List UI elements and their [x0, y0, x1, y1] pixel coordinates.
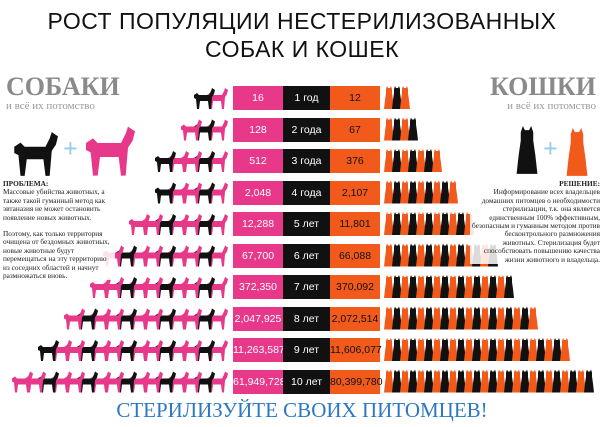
year: 5 лет — [283, 212, 330, 236]
left-subtitle: и всё их потомство — [6, 100, 95, 112]
cat-count: 11,801 — [330, 212, 380, 236]
year: 9 лет — [283, 338, 330, 362]
cat-icon — [516, 126, 538, 174]
problem: ПРОБЛЕМА: Массовые убийства животных, а … — [3, 179, 115, 281]
year: 3 года — [283, 149, 330, 173]
problem-text: Поэтому, как только территория очищена о… — [3, 229, 110, 281]
cat-icon — [528, 306, 538, 330]
cat-count: 67 — [330, 117, 380, 142]
left-title: СОБАКИ — [6, 72, 120, 101]
footer: СТЕРИЛИЗУЙТЕ СВОИХ ПИТОМЦЕВ! — [116, 398, 488, 422]
dog-count: 2,048 — [233, 180, 283, 205]
dog-icon — [86, 126, 135, 176]
problem-heading: ПРОБЛЕМА: — [3, 179, 49, 188]
cat-count: 2,107 — [330, 180, 380, 205]
year: 8 лет — [283, 306, 330, 331]
right-subtitle: и всё их потомство — [507, 100, 596, 112]
dog-count: 512 — [233, 149, 283, 173]
year: 10 лет — [283, 369, 330, 394]
cat-icon — [400, 86, 410, 109]
cat-count: 12 — [330, 86, 380, 110]
cat-count: 66,088 — [330, 243, 380, 268]
year: 1 год — [283, 86, 330, 110]
dog-count: 128 — [233, 117, 283, 142]
dog-count: 67,700 — [233, 243, 283, 268]
dog-icon — [14, 132, 58, 176]
cat-icon — [432, 149, 442, 172]
dog-count: 372,350 — [233, 275, 283, 299]
cat-icon — [560, 338, 570, 361]
dog-count: 61,949,728 — [233, 369, 286, 394]
cat-icon — [448, 180, 458, 204]
title: СОБАК И КОШЕК — [205, 36, 399, 62]
year: 6 лет — [283, 243, 330, 268]
cat-count: 376 — [330, 149, 380, 173]
cat-icon — [584, 369, 594, 393]
solution: РЕШЕНИЕ: Информирование всех владельцев … — [470, 179, 600, 265]
cat-count: 11,606,077 — [330, 338, 382, 362]
dog-count: 2,047,925 — [233, 306, 283, 331]
problem-text: Массовые убийства животных, а также тако… — [3, 187, 106, 222]
dog-count: 16 — [233, 86, 283, 110]
solution-heading: РЕШЕНИЕ: — [559, 179, 600, 188]
cat-count: 370,092 — [330, 275, 380, 299]
cat-icon — [566, 128, 588, 176]
plus: + — [63, 134, 78, 163]
year: 2 года — [283, 117, 330, 142]
dog-count: 11,263,587 — [233, 338, 285, 362]
plus: + — [543, 134, 558, 163]
title: РОСТ ПОПУЛЯЦИИ НЕСТЕРИЛИЗОВАННЫХ — [47, 8, 557, 34]
cat-icon — [408, 117, 418, 141]
cat-icon — [504, 275, 514, 298]
year: 7 лет — [283, 275, 330, 299]
year: 4 года — [283, 180, 330, 205]
right-title: КОШКИ — [489, 72, 596, 101]
solution-text: Информирование всех владельцев домашних … — [472, 187, 600, 264]
dog-count: 12,288 — [233, 212, 283, 236]
cat-count: 2,072,514 — [330, 306, 380, 331]
cat-count: 80,399,780 — [330, 369, 383, 394]
